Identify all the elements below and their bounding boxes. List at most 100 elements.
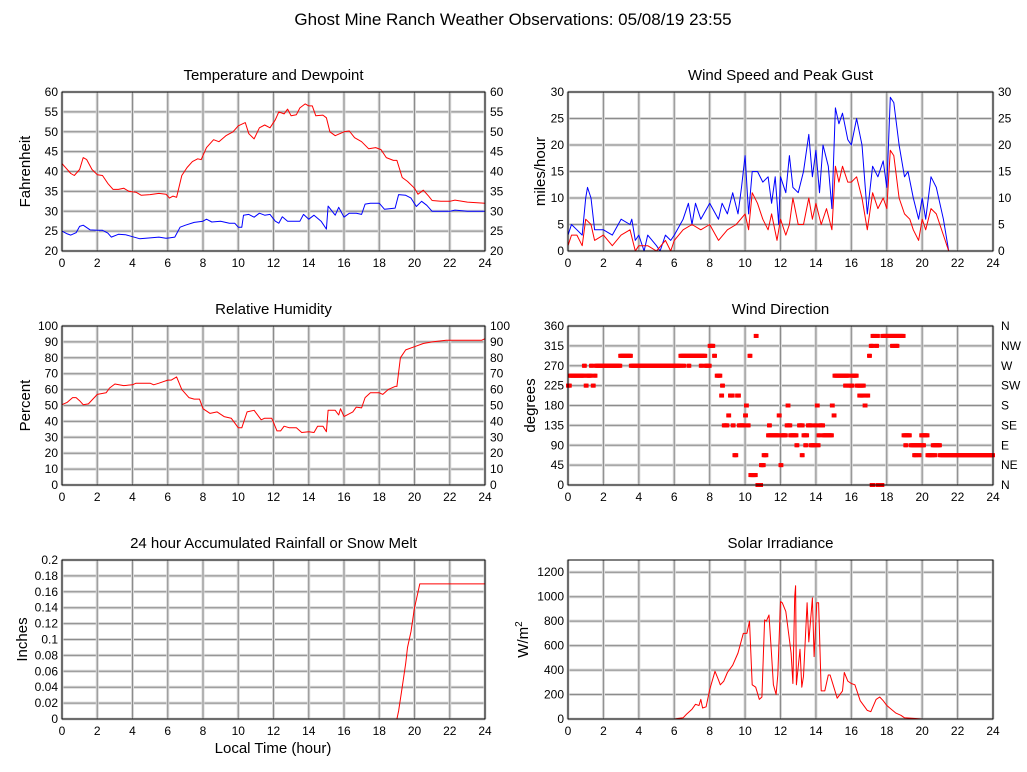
- y-right-tick-label: 80: [490, 351, 504, 365]
- data-point: [867, 353, 872, 358]
- y-right-tick-label: 50: [490, 125, 504, 139]
- x-tick-label: 12: [267, 256, 281, 270]
- y-right-compass-label: SE: [1001, 418, 1017, 432]
- x-tick-label: 16: [845, 256, 859, 270]
- y-tick-label: 0.12: [35, 617, 59, 631]
- y-tick-label: 0.18: [35, 569, 59, 583]
- y-tick-label: 20: [45, 446, 59, 460]
- data-point: [748, 353, 753, 358]
- y-tick-label: 30: [45, 430, 59, 444]
- data-point: [875, 333, 880, 338]
- data-point: [725, 423, 730, 428]
- x-tick-label: 18: [373, 490, 387, 504]
- x-tick-label: 20: [915, 490, 929, 504]
- y-tick-label: 90: [551, 438, 565, 452]
- data-point: [736, 393, 741, 398]
- y-right-compass-label: N: [1001, 478, 1010, 492]
- x-tick-label: 2: [94, 256, 101, 270]
- y-tick-label: 5: [557, 218, 564, 232]
- data-point: [582, 363, 587, 368]
- x-tick-label: 20: [408, 256, 422, 270]
- y-tick-label: 0: [557, 244, 564, 258]
- data-point: [821, 423, 825, 428]
- y-tick-label: 135: [544, 418, 564, 432]
- data-point: [779, 463, 784, 468]
- data-point: [854, 373, 859, 378]
- y-right-tick-label: 0: [998, 244, 1005, 258]
- y-right-tick-label: 45: [490, 145, 504, 159]
- y-tick-label: 10: [45, 462, 59, 476]
- y-tick-label: 20: [551, 138, 565, 152]
- x-tick-label: 4: [635, 490, 642, 504]
- y-axis-label: Fahrenheit: [17, 135, 34, 208]
- x-tick-label: 16: [845, 490, 859, 504]
- y-right-compass-label: NE: [1001, 458, 1018, 472]
- y-tick-label: 400: [544, 663, 564, 677]
- y-right-compass-label: SW: [1001, 379, 1021, 393]
- plot-frame: [567, 91, 994, 252]
- x-tick-label: 8: [200, 724, 207, 738]
- x-tick-label: 0: [59, 724, 66, 738]
- data-point: [846, 373, 851, 378]
- chart-title: Relative Humidity: [215, 301, 332, 318]
- x-tick-label: 24: [478, 256, 492, 270]
- y-tick-label: 600: [544, 639, 564, 653]
- x-tick-label: 0: [59, 256, 66, 270]
- y-tick-label: 200: [544, 688, 564, 702]
- y-tick-label: 20: [45, 244, 59, 258]
- y-tick-label: 90: [45, 335, 59, 349]
- x-tick-label: 20: [408, 724, 422, 738]
- y-right-tick-label: 30: [490, 430, 504, 444]
- data-point: [816, 443, 821, 448]
- y-right-tick-label: 20: [490, 446, 504, 460]
- y-right-tick-label: 5: [998, 218, 1005, 232]
- data-point: [913, 453, 918, 458]
- x-tick-label: 6: [164, 490, 171, 504]
- data-point: [703, 353, 708, 358]
- y-right-tick-label: 100: [490, 319, 510, 333]
- data-point: [829, 433, 834, 438]
- x-tick-label: 8: [706, 256, 713, 270]
- x-tick-label: 20: [915, 724, 929, 738]
- y-right-tick-label: 10: [998, 191, 1012, 205]
- y-right-tick-label: 55: [490, 105, 504, 119]
- data-point: [866, 393, 871, 398]
- plot-frame: [567, 559, 994, 720]
- x-tick-label: 6: [164, 724, 171, 738]
- data-point: [925, 433, 930, 438]
- data-point: [727, 413, 732, 418]
- y-tick-label: 30: [551, 85, 565, 99]
- x-tick-label: 10: [738, 490, 752, 504]
- plot-frame: [567, 325, 994, 486]
- data-point: [937, 443, 942, 448]
- plot-frame: [61, 559, 486, 720]
- y-right-tick-label: 20: [490, 244, 504, 258]
- x-tick-label: 16: [337, 256, 351, 270]
- plot-frame: [61, 325, 486, 486]
- y-right-compass-label: W: [1001, 359, 1013, 373]
- plot-frame: [61, 91, 486, 252]
- data-point: [764, 453, 769, 458]
- y-tick-label: 0.1: [41, 633, 58, 647]
- y-tick-label: 25: [551, 112, 565, 126]
- y-tick-label: 0: [51, 712, 58, 726]
- x-tick-label: 12: [267, 724, 281, 738]
- data-point: [628, 353, 633, 358]
- y-right-tick-label: 20: [998, 138, 1012, 152]
- y-tick-label: 0.04: [35, 680, 59, 694]
- x-tick-label: 14: [302, 490, 316, 504]
- y-tick-label: 0.14: [35, 601, 59, 615]
- y-tick-label: 0: [557, 712, 564, 726]
- data-point: [761, 463, 766, 468]
- y-axis-label: degrees: [522, 378, 539, 432]
- data-point: [584, 383, 589, 388]
- x-tick-label: 24: [478, 724, 492, 738]
- y-tick-label: 70: [45, 367, 59, 381]
- data-point: [895, 343, 900, 348]
- x-tick-label: 10: [232, 724, 246, 738]
- y-right-compass-label: N: [1001, 319, 1010, 333]
- y-right-tick-label: 35: [490, 184, 504, 198]
